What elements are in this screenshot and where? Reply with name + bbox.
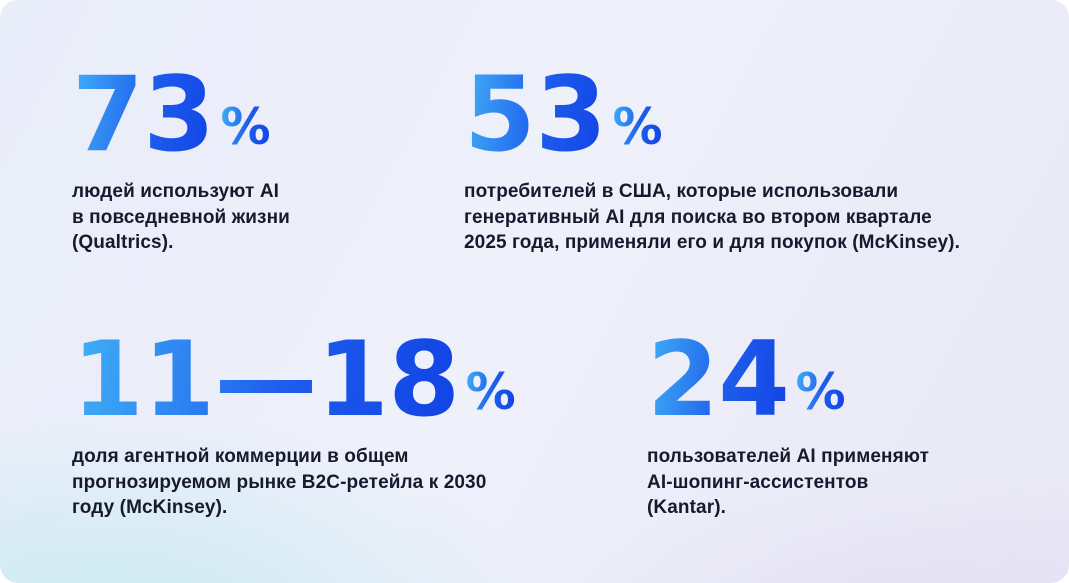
- stat-number: 73 %: [72, 64, 452, 174]
- stat-description: людей используют AI в повседневной жизни…: [72, 181, 290, 253]
- percent-sign: %: [612, 98, 663, 156]
- stat-description: доля агентной коммерции в общем прогнози…: [72, 446, 487, 518]
- stat-description: пользователей AI применяют AI-шопинг-асс…: [647, 446, 930, 518]
- stat-value: 11—18: [72, 320, 460, 440]
- stat-value: 24: [647, 320, 790, 440]
- stat-number: 24 %: [647, 329, 1007, 439]
- stat-card-us-genai-shoppers: 53 % потребителей в США, которые использ…: [464, 64, 1024, 256]
- stat-card-ai-shopping-assistants: 24 % пользователей AI применяют AI-шопин…: [647, 329, 1007, 521]
- stat-description: потребителей в США, которые использовали…: [464, 181, 960, 253]
- stat-value: 73: [72, 55, 215, 175]
- percent-sign: %: [465, 363, 516, 421]
- stat-number: 11—18 %: [72, 329, 542, 439]
- stat-value: 53: [464, 55, 607, 175]
- stat-number: 53 %: [464, 64, 1024, 174]
- stat-card-agentic-commerce-share: 11—18 % доля агентной коммерции в общем …: [72, 329, 542, 521]
- stat-card-everyday-ai-users: 73 % людей используют AI в повседневной …: [72, 64, 452, 256]
- percent-sign: %: [220, 98, 271, 156]
- percent-sign: %: [795, 363, 846, 421]
